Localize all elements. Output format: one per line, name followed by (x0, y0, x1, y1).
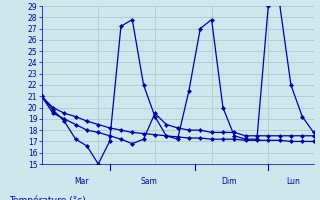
Text: Température (°c): Température (°c) (9, 196, 86, 200)
Text: Sam: Sam (141, 177, 158, 186)
Text: Lun: Lun (286, 177, 300, 186)
Text: Dim: Dim (221, 177, 236, 186)
Text: Mar: Mar (74, 177, 89, 186)
